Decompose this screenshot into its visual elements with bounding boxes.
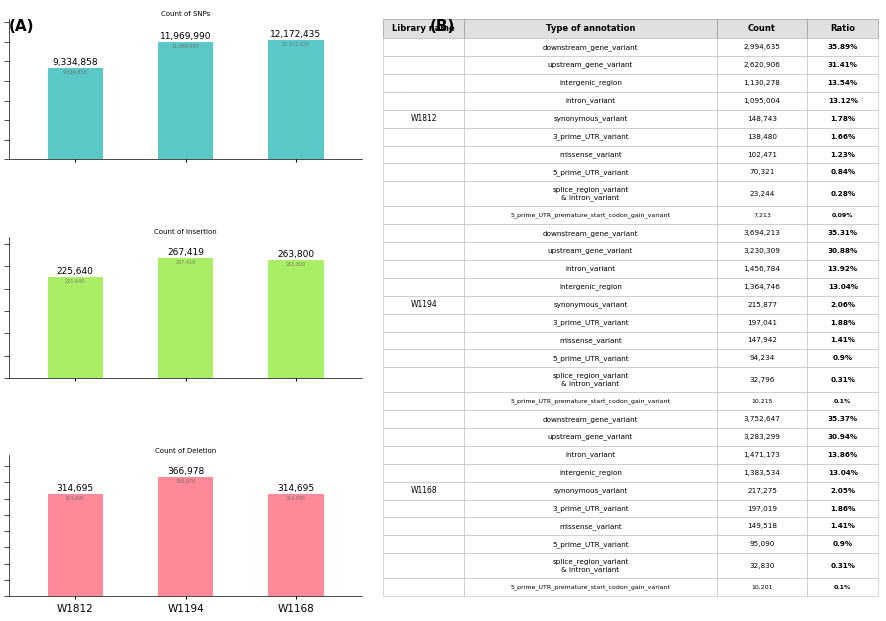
Text: 267,419: 267,419 (175, 260, 196, 265)
Bar (48, 494, 103, 596)
Text: 12,172,435: 12,172,435 (282, 42, 309, 47)
Bar (158, 477, 213, 596)
Text: 9,334,858: 9,334,858 (52, 58, 97, 67)
Text: 225,640: 225,640 (57, 267, 93, 276)
Text: 314,695: 314,695 (277, 484, 315, 493)
Text: 263,800: 263,800 (285, 262, 306, 267)
Text: Deletion: Deletion (383, 519, 441, 533)
Bar (48, 68, 103, 160)
Text: 11,969,990: 11,969,990 (172, 44, 199, 49)
Title: Count of Insertion: Count of Insertion (154, 229, 217, 235)
Text: 314,695: 314,695 (285, 496, 306, 501)
Text: 225,640: 225,640 (65, 279, 85, 284)
Bar (158, 42, 213, 160)
Bar (48, 277, 103, 378)
Text: 314,695: 314,695 (57, 484, 94, 493)
Text: 9,334,858: 9,334,858 (63, 70, 88, 75)
Bar (268, 260, 323, 378)
Text: 267,419: 267,419 (167, 248, 204, 258)
Bar (268, 494, 323, 596)
Text: 263,800: 263,800 (277, 250, 315, 259)
Text: 11,969,990: 11,969,990 (159, 32, 211, 41)
Text: SNP: SNP (383, 82, 410, 96)
Text: (B): (B) (430, 19, 455, 34)
Text: (A): (A) (9, 19, 35, 34)
Title: Count of SNPs: Count of SNPs (160, 11, 210, 17)
Bar (158, 258, 213, 378)
Text: 366,978: 366,978 (175, 479, 196, 484)
Text: 314,695: 314,695 (65, 496, 85, 501)
Title: Count of Deletion: Count of Deletion (155, 448, 216, 453)
Text: 12,172,435: 12,172,435 (270, 30, 321, 39)
Text: Insertion: Insertion (383, 301, 444, 314)
Bar (268, 40, 323, 160)
Text: 366,978: 366,978 (167, 467, 204, 476)
